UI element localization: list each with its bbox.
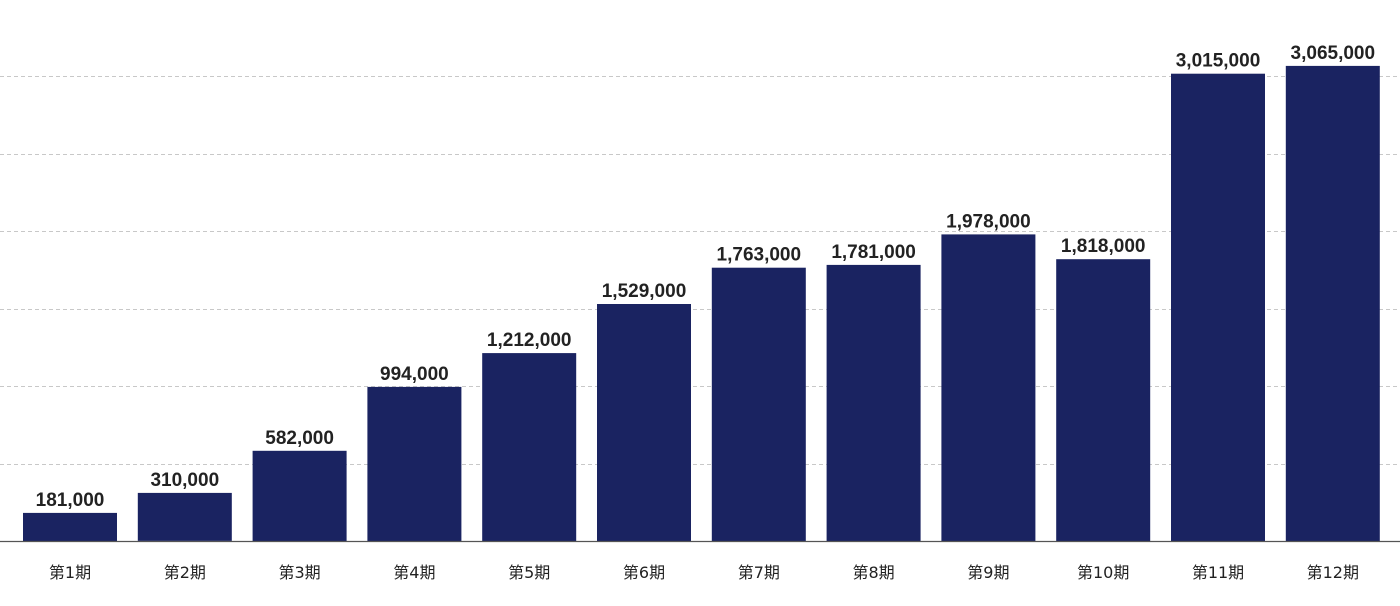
bar-value-label: 3,015,000: [1176, 51, 1261, 72]
bar: [1056, 259, 1151, 541]
value-labels: 181,000 310,000 582,000 994,000 1,212,000 1,5…: [36, 43, 1375, 511]
bar-value-label: 1,781,000: [831, 242, 916, 263]
bar: [1171, 73, 1265, 541]
category-label: 第11期: [1192, 563, 1244, 582]
bar-value-label: 310,000: [150, 470, 219, 491]
bar: [597, 304, 691, 541]
gridlines: [0, 76, 1400, 465]
category-label: 第7期: [738, 563, 780, 582]
category-label: 第12期: [1307, 563, 1359, 582]
category-label: 第2期: [164, 563, 206, 582]
bar-value-label: 994,000: [380, 364, 449, 385]
category-labels: 第1期 第2期 第3期 第4期 第5期 第6期 第7期 第8期 第9期 第10期 第11期 第12期: [49, 563, 1359, 582]
bar: [1285, 65, 1380, 542]
bar-value-label: 1,978,000: [946, 211, 1031, 232]
bar: [252, 450, 347, 541]
category-label: 第1期: [49, 563, 91, 582]
category-label: 第10期: [1077, 563, 1129, 582]
bar-value-label: 1,818,000: [1061, 236, 1146, 257]
bar-value-label: 3,065,000: [1291, 43, 1376, 64]
bar: [367, 386, 462, 541]
category-label: 第5期: [508, 563, 550, 582]
bar: [23, 512, 117, 541]
bar: [826, 264, 921, 541]
bars: [23, 65, 1380, 542]
bar: [941, 234, 1036, 541]
category-label: 第3期: [279, 563, 321, 582]
bar: [482, 353, 577, 541]
bar-value-label: 1,763,000: [717, 245, 802, 266]
bar: [711, 267, 806, 541]
category-label: 第6期: [623, 563, 665, 582]
bar-value-label: 181,000: [36, 490, 105, 511]
bar-value-label: 1,529,000: [602, 281, 687, 302]
category-label: 第9期: [967, 563, 1009, 582]
bar: [137, 492, 232, 541]
category-label: 第4期: [393, 563, 435, 582]
bar-value-label: 582,000: [265, 428, 334, 449]
category-label: 第8期: [853, 563, 895, 582]
bar-value-label: 1,212,000: [487, 330, 572, 351]
